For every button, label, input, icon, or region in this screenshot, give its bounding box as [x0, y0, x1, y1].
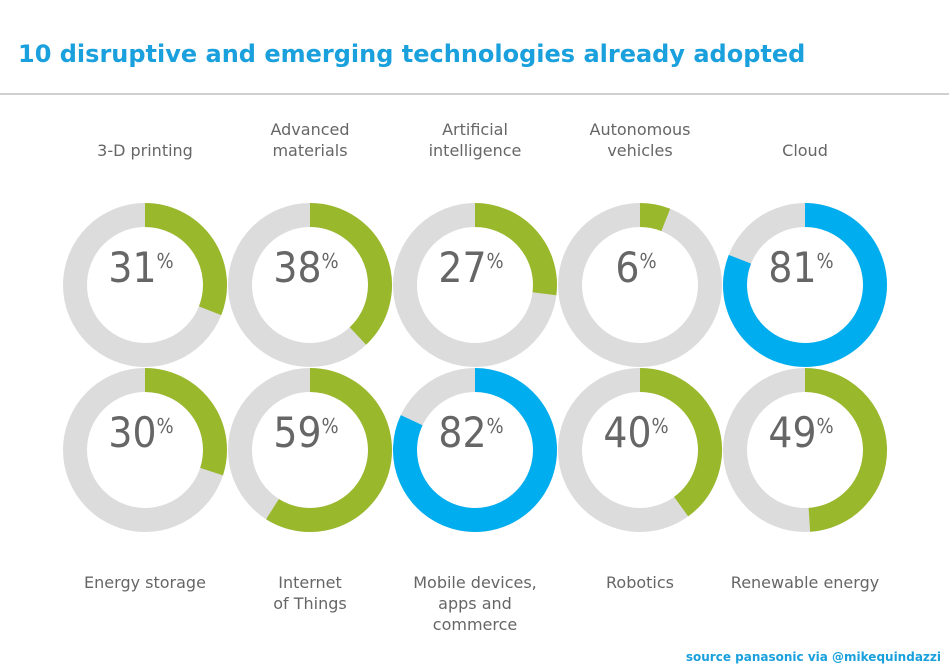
donut-arc	[266, 368, 392, 532]
donut-arc	[309, 203, 392, 345]
value-unit: %	[816, 414, 833, 438]
donut-arc	[474, 203, 557, 296]
value-number: 81	[768, 243, 816, 292]
value-label: 38%	[273, 243, 338, 292]
donut-arc	[723, 203, 887, 367]
category-label: Robotics	[606, 573, 674, 592]
donut-arc	[639, 368, 722, 517]
donut-track	[558, 203, 722, 367]
value-number: 30	[108, 408, 156, 457]
value-number: 6	[615, 243, 639, 292]
category-label: Renewable energy	[730, 573, 880, 592]
value-unit: %	[816, 249, 833, 273]
chart-title: 10 disruptive and emerging technologies …	[18, 40, 806, 68]
category-label: Mobile devices, apps and commerce	[413, 573, 537, 634]
value-unit: %	[486, 249, 503, 273]
value-label: 27%	[438, 243, 503, 292]
value-unit: %	[321, 414, 338, 438]
value-number: 31	[108, 243, 156, 292]
donut-arc	[804, 368, 887, 532]
category-label: Cloud	[782, 141, 828, 160]
category-label: Internet of Things	[273, 573, 347, 613]
value-label: 6%	[615, 243, 656, 292]
value-number: 59	[273, 408, 321, 457]
donut-arc	[144, 368, 227, 476]
value-unit: %	[321, 249, 338, 273]
value-unit: %	[486, 414, 503, 438]
value-label: 49%	[768, 408, 833, 457]
value-unit: %	[156, 414, 173, 438]
value-label: 82%	[438, 408, 503, 457]
donut-arc	[639, 203, 671, 232]
value-number: 38	[273, 243, 321, 292]
value-label: 30%	[108, 408, 173, 457]
category-label: Artificial intelligence	[428, 120, 522, 160]
category-label: Autonomous vehicles	[589, 120, 691, 160]
value-label: 59%	[273, 408, 338, 457]
value-number: 27	[438, 243, 486, 292]
value-number: 49	[768, 408, 816, 457]
category-label: Energy storage	[84, 573, 206, 592]
value-label: 40%	[603, 408, 668, 457]
donut-arc	[144, 203, 227, 316]
category-label: Advanced materials	[270, 120, 350, 160]
category-label: 3-D printing	[97, 141, 193, 160]
value-unit: %	[651, 414, 668, 438]
value-label: 81%	[768, 243, 833, 292]
source-note: source panasonic via @mikequindazzi	[685, 650, 941, 664]
value-number: 82	[438, 408, 486, 457]
value-unit: %	[639, 249, 656, 273]
value-label: 31%	[108, 243, 173, 292]
value-unit: %	[156, 249, 173, 273]
value-number: 40	[603, 408, 651, 457]
donut-arc	[393, 368, 557, 532]
